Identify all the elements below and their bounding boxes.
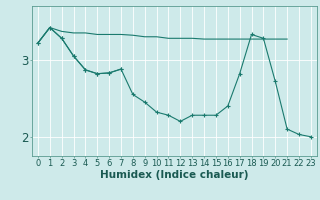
X-axis label: Humidex (Indice chaleur): Humidex (Indice chaleur) — [100, 170, 249, 180]
